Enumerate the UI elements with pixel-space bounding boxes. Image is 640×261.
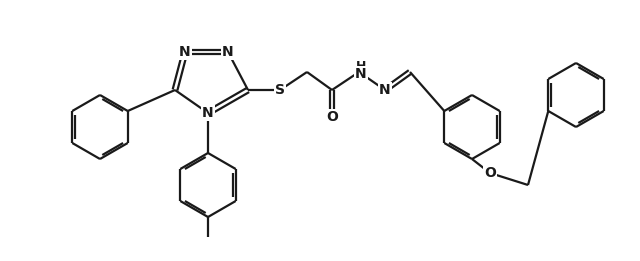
Text: N: N [202, 106, 214, 120]
Text: N: N [179, 45, 191, 59]
Text: N: N [222, 45, 234, 59]
Text: H: H [356, 60, 366, 73]
Text: N: N [379, 83, 391, 97]
Text: N: N [355, 67, 367, 81]
Text: S: S [275, 83, 285, 97]
Text: O: O [326, 110, 338, 124]
Text: O: O [484, 166, 496, 180]
